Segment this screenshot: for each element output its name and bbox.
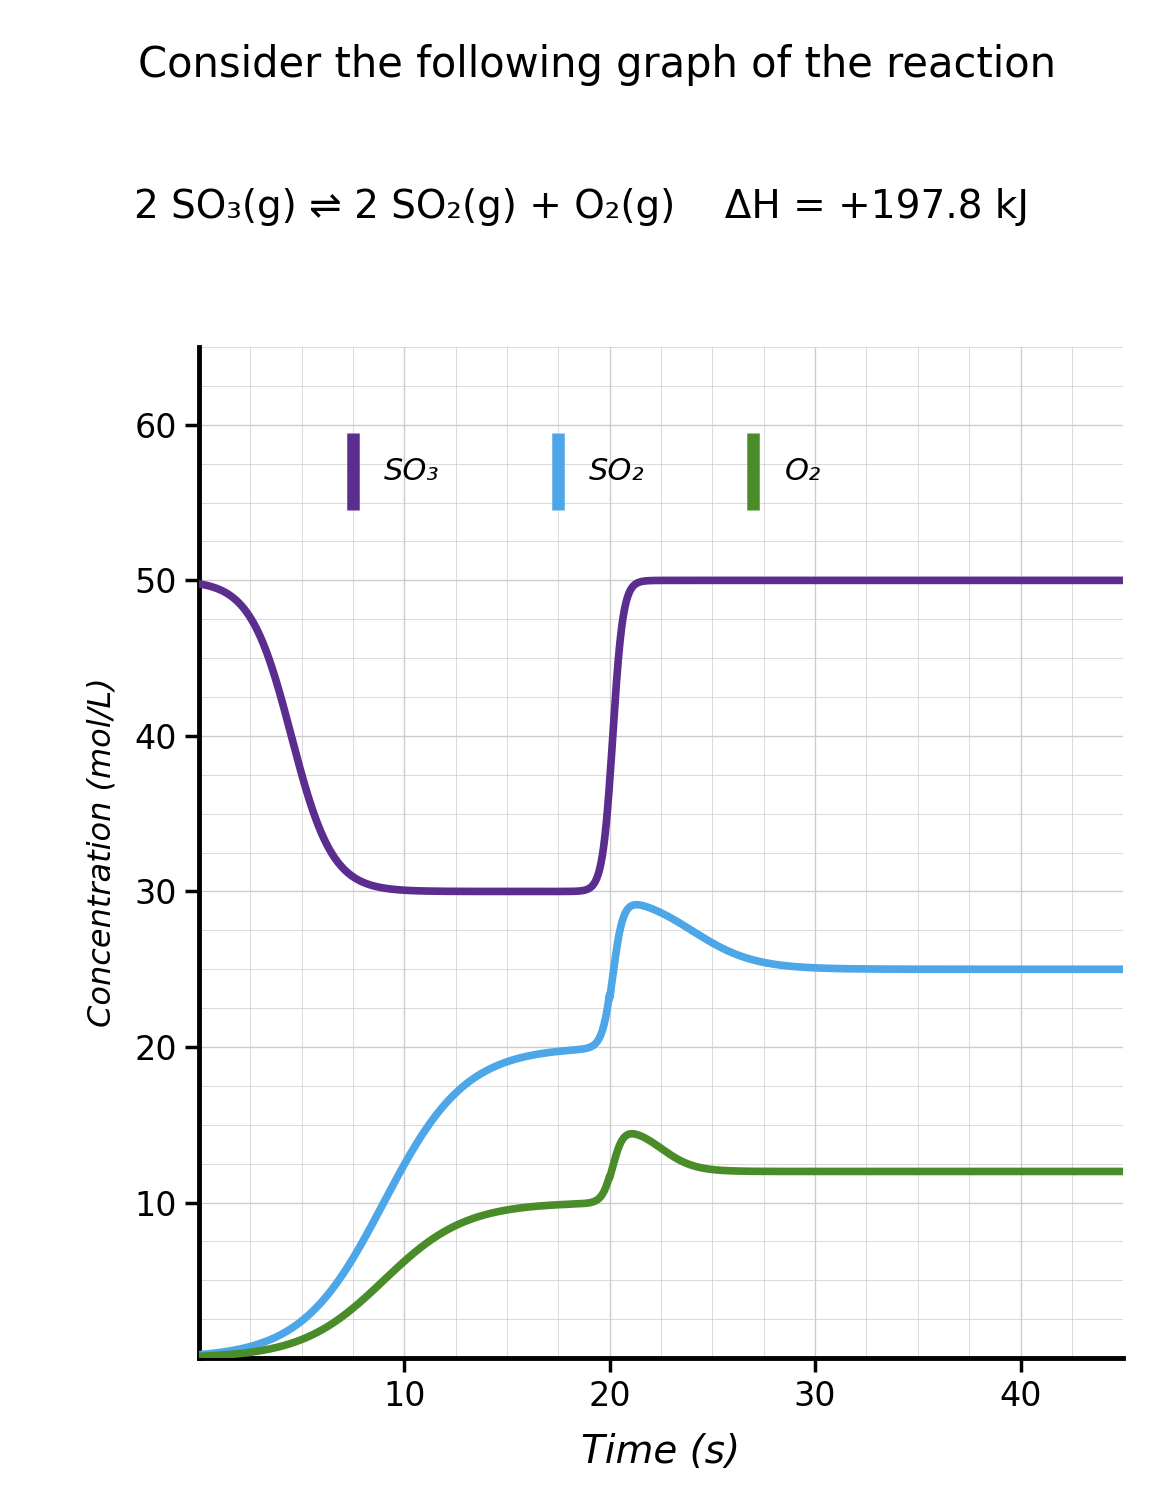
Text: 2 SO₃(g) ⇌ 2 SO₂(g) + O₂(g)    ΔH = +197.8 kJ: 2 SO₃(g) ⇌ 2 SO₂(g) + O₂(g) ΔH = +197.8 …	[133, 187, 1028, 226]
Text: SO₃: SO₃	[384, 457, 440, 486]
Text: SO₂: SO₂	[590, 457, 645, 486]
Text: Consider the following graph of the reaction: Consider the following graph of the reac…	[138, 44, 1055, 86]
X-axis label: Time (s): Time (s)	[581, 1432, 741, 1471]
Y-axis label: Concentration (mol/L): Concentration (mol/L)	[87, 678, 117, 1028]
Text: O₂: O₂	[784, 457, 820, 486]
